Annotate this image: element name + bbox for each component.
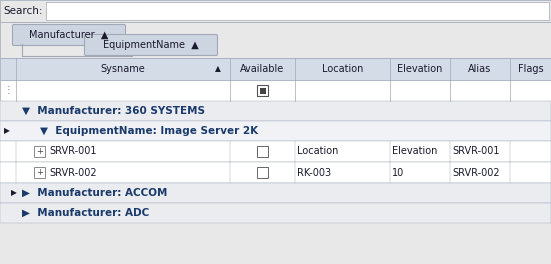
Bar <box>0 101 551 121</box>
Text: Flags: Flags <box>518 64 543 74</box>
Bar <box>0 162 551 183</box>
Bar <box>257 146 268 157</box>
Text: ▶  Manufacturer: ACCOM: ▶ Manufacturer: ACCOM <box>22 188 168 198</box>
Bar <box>0 0 551 22</box>
Bar <box>0 203 551 223</box>
Text: SRVR-002: SRVR-002 <box>49 167 96 177</box>
Text: Search:: Search: <box>3 6 42 16</box>
Text: Sysname: Sysname <box>101 64 145 74</box>
Bar <box>0 22 551 58</box>
Text: Location: Location <box>297 147 338 157</box>
Bar <box>0 141 551 162</box>
Bar <box>46 2 549 20</box>
Text: EquipmentName  ▲: EquipmentName ▲ <box>103 40 199 50</box>
Text: Manufacturer  ▲: Manufacturer ▲ <box>29 30 109 40</box>
Bar <box>0 58 551 80</box>
Text: SRVR-002: SRVR-002 <box>452 167 500 177</box>
Text: ▲: ▲ <box>215 64 221 73</box>
Text: RK-003: RK-003 <box>297 167 331 177</box>
Text: ▼  EquipmentName: Image Server 2K: ▼ EquipmentName: Image Server 2K <box>40 126 258 136</box>
Bar <box>0 80 551 101</box>
Text: ▶: ▶ <box>4 126 10 135</box>
Text: ▶  Manufacturer: ADC: ▶ Manufacturer: ADC <box>22 208 149 218</box>
FancyBboxPatch shape <box>84 35 218 55</box>
Text: Elevation: Elevation <box>397 64 442 74</box>
Text: ▼  Manufacturer: 360 SYSTEMS: ▼ Manufacturer: 360 SYSTEMS <box>22 106 205 116</box>
Bar <box>260 87 266 93</box>
Bar <box>257 85 268 96</box>
Text: +: + <box>36 147 43 156</box>
Bar <box>34 146 45 157</box>
FancyBboxPatch shape <box>13 25 126 45</box>
Bar <box>34 167 45 178</box>
Text: +: + <box>36 168 43 177</box>
Text: Location: Location <box>322 64 363 74</box>
Bar <box>0 121 551 141</box>
Text: Elevation: Elevation <box>392 147 437 157</box>
Text: 10: 10 <box>392 167 404 177</box>
Bar <box>257 167 268 178</box>
Text: ▶: ▶ <box>11 188 17 197</box>
Text: SRVR-001: SRVR-001 <box>452 147 500 157</box>
Text: SRVR-001: SRVR-001 <box>49 147 96 157</box>
Text: Alias: Alias <box>468 64 491 74</box>
Bar <box>0 183 551 203</box>
Text: Available: Available <box>240 64 285 74</box>
Text: ⋮: ⋮ <box>3 86 13 96</box>
